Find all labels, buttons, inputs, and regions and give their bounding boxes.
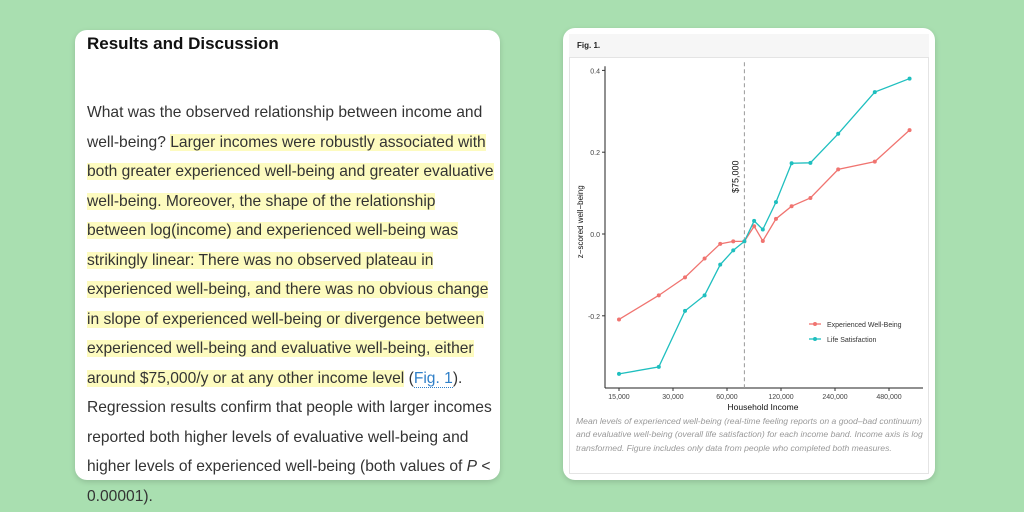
data-point [907, 128, 912, 133]
data-point [617, 317, 621, 322]
y-axis-label: z−scored well−being [576, 185, 585, 258]
data-point [773, 216, 778, 221]
data-point [731, 248, 736, 253]
data-point [872, 90, 877, 95]
highlighted-text: around $75,000/y or at any other income … [87, 369, 405, 387]
x-tick-label: 60,000 [716, 394, 738, 401]
text: ( [404, 369, 414, 387]
data-point [752, 218, 757, 223]
y-tick-label: 0.4 [590, 68, 600, 75]
x-axis-label: Household Income [728, 402, 799, 412]
series-line-1 [618, 77, 910, 375]
x-tick-label: 15,000 [608, 394, 630, 401]
data-point [683, 275, 688, 280]
data-point [773, 200, 778, 205]
data-point [808, 196, 813, 201]
data-point [656, 364, 661, 369]
data-point [718, 241, 723, 246]
legend-label: Experienced Well-Being [827, 322, 902, 329]
data-point [836, 167, 841, 172]
highlighted-text: between log(income) and experienced well… [87, 222, 458, 239]
data-point [742, 239, 747, 244]
legend-marker [813, 322, 817, 326]
highlighted-text: experienced well-being, and there was no… [87, 281, 489, 298]
data-point [872, 159, 877, 164]
text: ). [452, 369, 463, 387]
highlighted-text: experienced well-being and evaluative we… [87, 340, 474, 357]
x-tick-label: 240,000 [822, 394, 847, 401]
data-point [718, 262, 723, 267]
text: < [477, 458, 491, 475]
text: reported both higher levels of evaluativ… [87, 428, 469, 446]
section-heading: Results and Discussion [87, 34, 279, 53]
figure-card: Fig. 1. -0.2 0.0 0.2 0.4 15,000 30,000 60,000 1… [563, 28, 935, 480]
data-point [683, 308, 688, 313]
p-symbol: P [466, 458, 478, 475]
data-point [752, 224, 757, 229]
legend-label: Life Satisfaction [827, 337, 877, 344]
text: well-being? [87, 133, 171, 151]
y-tick-label: 0.2 [590, 150, 600, 157]
data-point [731, 239, 736, 244]
article-card: Results and Discussion What was the obse… [75, 30, 500, 505]
x-tick-label: 120,000 [768, 394, 793, 401]
data-point [808, 160, 813, 165]
data-point [760, 227, 765, 232]
highlighted-text: strikingly linear: There was no observed… [87, 251, 434, 269]
x-tick-label: 480,000 [876, 394, 901, 401]
figure-link[interactable]: Fig. 1 [413, 369, 453, 388]
paragraph: What was the observed relationship betwe… [87, 98, 494, 511]
text: higher levels of experienced well-being … [87, 458, 467, 475]
data-point [789, 204, 794, 209]
figure-caption: Mean levels of experienced well-being (r… [576, 416, 923, 453]
figure-label: Fig. 1. [569, 34, 929, 58]
data-point [907, 76, 912, 81]
y-tick-label: 0.0 [590, 232, 600, 239]
text: 0.00001). [87, 487, 153, 505]
legend-marker [813, 337, 817, 341]
highlighted-text: in slope of experienced well-being or di… [87, 310, 485, 328]
data-point [702, 293, 707, 298]
highlighted-text: well-being. Moreover, the shape of the r… [87, 192, 436, 210]
series-line-0 [618, 129, 911, 321]
data-point [760, 238, 765, 243]
data-point [789, 161, 794, 166]
text: What was the observed relationship betwe… [87, 104, 483, 121]
y-tick-label: -0.2 [588, 314, 600, 321]
data-point [656, 293, 661, 298]
highlighted-text: both greater experienced well-being and … [87, 163, 494, 180]
threshold-label: $75,000 [730, 160, 740, 193]
text: Regression results confirm that people w… [87, 399, 492, 416]
data-point [702, 256, 707, 261]
x-tick-label: 30,000 [662, 394, 684, 401]
line-chart: -0.2 0.0 0.2 0.4 15,000 30,000 60,000 120,000 24… [576, 62, 923, 412]
data-point [617, 371, 621, 376]
data-point [836, 131, 841, 136]
highlighted-text: Larger incomes were robustly associated … [170, 133, 486, 151]
